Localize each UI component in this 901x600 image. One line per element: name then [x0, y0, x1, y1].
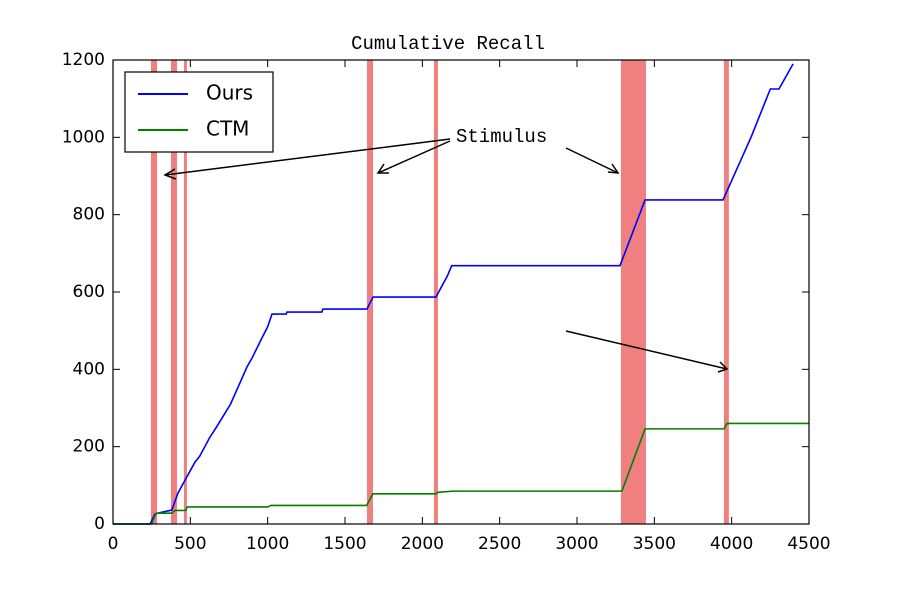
annotation-text: Stimulus	[456, 126, 547, 148]
arrow	[565, 330, 728, 370]
stimulus-bands	[150, 60, 729, 524]
arrow-head	[717, 361, 729, 373]
arrow	[377, 140, 451, 174]
y-tick-label: 0	[94, 514, 105, 534]
legend-box	[124, 71, 274, 153]
arrow	[164, 138, 451, 176]
line	[113, 422, 809, 525]
y-tick-label: 400	[73, 359, 105, 379]
chart-title: Cumulative Recall	[351, 33, 545, 55]
lines	[113, 63, 809, 525]
y-tick-label: 800	[73, 205, 105, 225]
y-tick-label: 1000	[62, 127, 105, 147]
x-tick-label: 0	[108, 534, 119, 554]
stimulus-band	[171, 60, 178, 524]
x-tick-label: 1000	[246, 534, 289, 554]
x-tick-label: 3000	[555, 534, 598, 554]
legend: Ours CTM	[124, 71, 274, 153]
arrow	[565, 147, 619, 174]
x-tick-label: 500	[174, 534, 206, 554]
annotation: Stimulus	[163, 126, 729, 373]
stimulus-band	[433, 60, 438, 524]
arrow-head	[163, 168, 177, 180]
stimulus-band	[620, 60, 646, 524]
x-tick-label: 4500	[787, 534, 830, 554]
legend-label: Ours	[206, 81, 253, 105]
line	[113, 63, 794, 525]
ticks: 0 500 1000 1500 2000 2500 3000 3500 4000 4500 0 200…	[62, 50, 831, 554]
legend-label: CTM	[206, 117, 249, 141]
arrow-head	[376, 163, 389, 174]
x-tick-label: 2000	[401, 534, 444, 554]
arrow-head	[607, 163, 620, 174]
y-tick-label: 200	[73, 437, 105, 457]
x-tick-label: 4000	[710, 534, 753, 554]
stimulus-band	[723, 60, 729, 524]
y-tick-label: 600	[73, 282, 105, 302]
x-tick-label: 3500	[633, 534, 676, 554]
x-tick-label: 2500	[478, 534, 521, 554]
x-tick-label: 1500	[323, 534, 366, 554]
stimulus-band	[183, 60, 187, 524]
stimulus-band	[150, 60, 158, 524]
y-tick-label: 1200	[62, 50, 105, 70]
stimulus-band	[366, 60, 373, 524]
